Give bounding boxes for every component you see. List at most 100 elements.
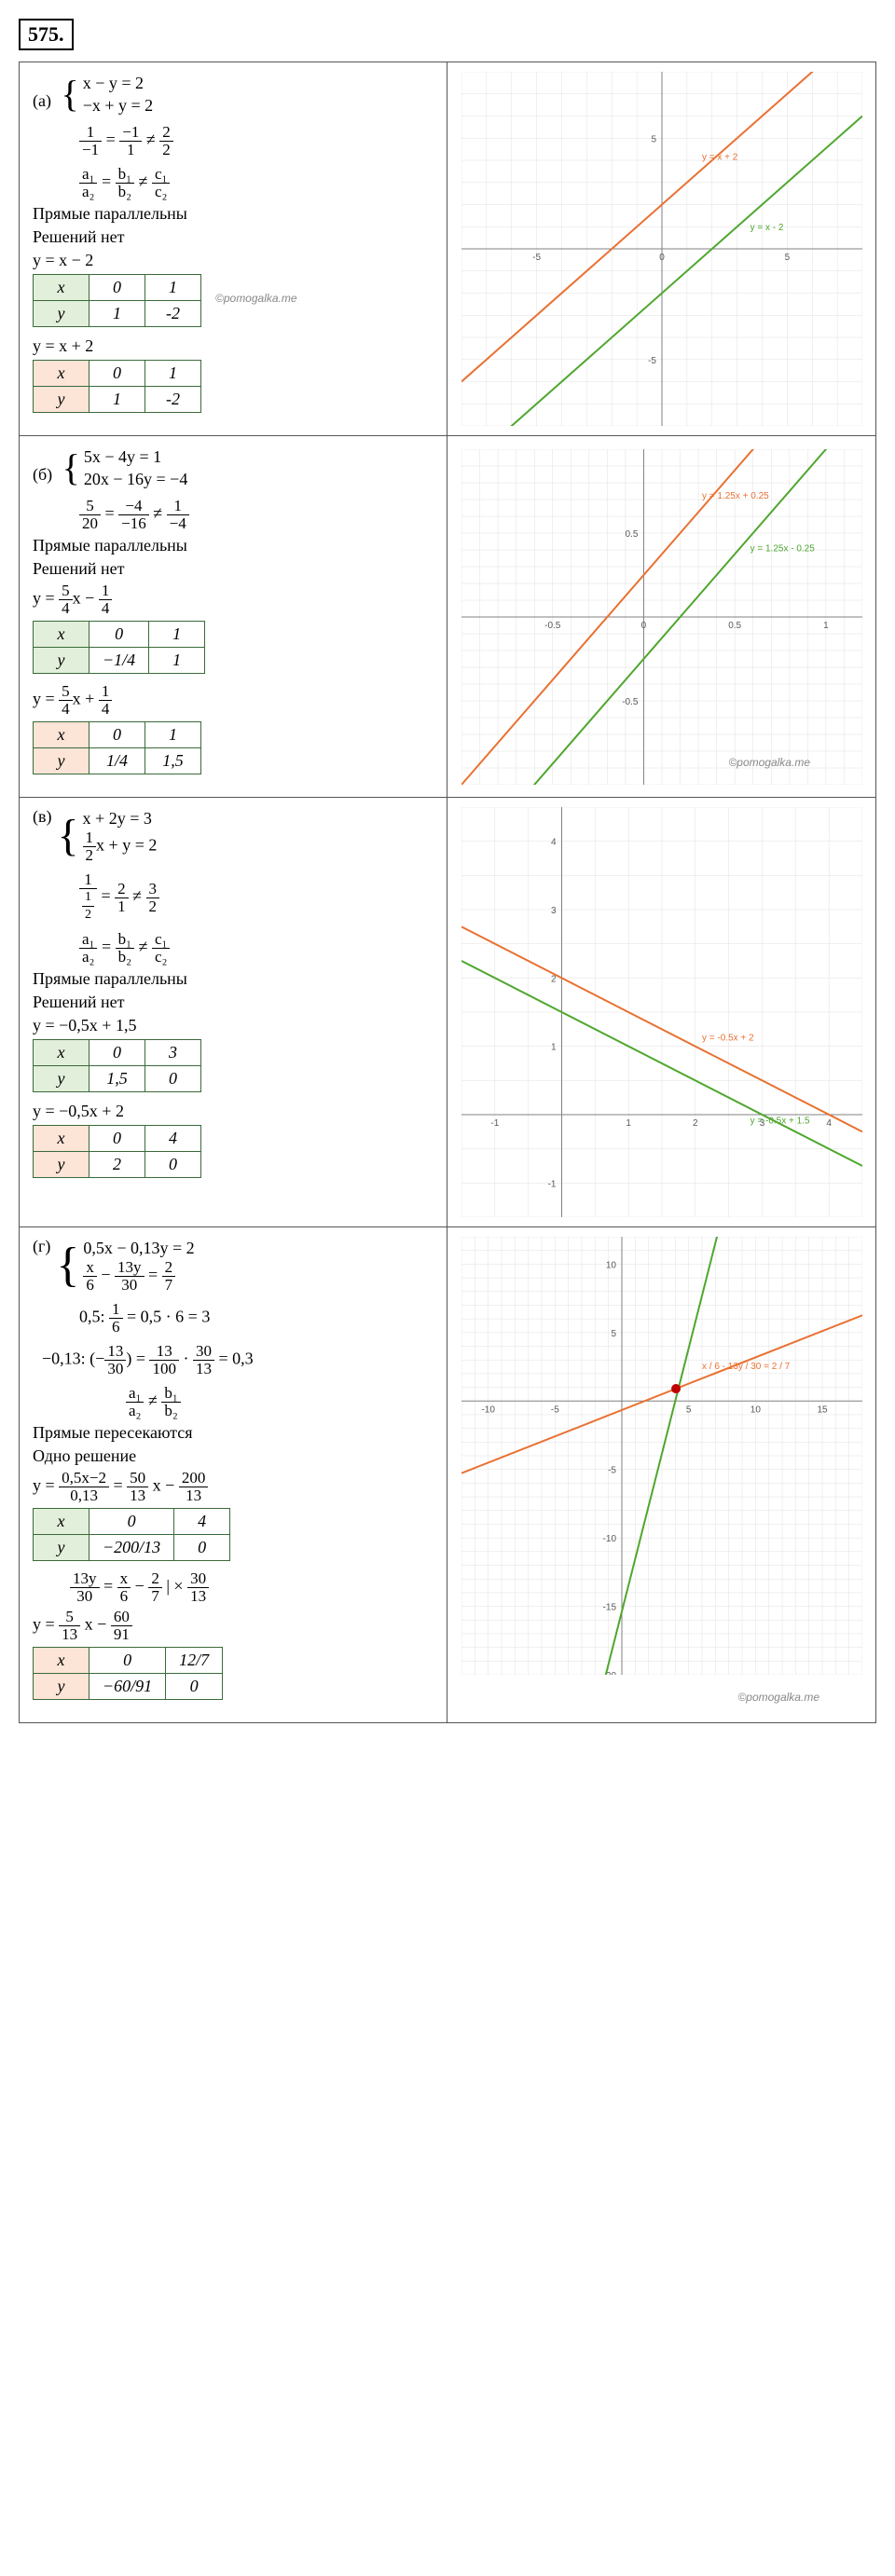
- svg-text:-5: -5: [532, 253, 541, 263]
- equation: y = −0,5x + 1,5: [33, 1016, 434, 1035]
- svg-text:5: 5: [784, 253, 790, 263]
- svg-text:3: 3: [550, 906, 556, 916]
- system-eq: x6 − 13y30 = 27: [83, 1259, 194, 1294]
- svg-text:5: 5: [685, 1404, 691, 1415]
- conclusion: Одно решение: [33, 1446, 434, 1466]
- part-b-left: (б) { 5x − 4y = 1 20x − 16y = −4 520 = −…: [20, 436, 448, 797]
- svg-text:-5: -5: [648, 356, 656, 366]
- svg-text:-10: -10: [481, 1404, 495, 1415]
- svg-text:-15: -15: [602, 1603, 616, 1613]
- general-ratio: a₁a₂ = b₁b₂ ≠ c₁c₂: [79, 931, 434, 966]
- part-a-chart: -5 0 5 -5 5 y = x + 2 y = x - 2: [448, 62, 875, 435]
- system-eq: 12x + y = 2: [83, 829, 158, 864]
- watermark: ©pomogalka.me: [215, 292, 297, 305]
- part-g-row: (г) { 0,5x − 0,13y = 2 x6 − 13y30 = 27 0…: [20, 1227, 875, 1722]
- svg-text:5: 5: [611, 1329, 616, 1339]
- svg-text:y = -0.5x + 2: y = -0.5x + 2: [702, 1033, 754, 1043]
- general-ratio: a₁a₂ = b₁b₂ ≠ c₁c₂: [79, 166, 434, 200]
- part-a-label: (а): [33, 91, 51, 111]
- svg-text:1: 1: [550, 1043, 556, 1053]
- calc-line: −0,13: (−1330) = 13100 · 3013 = 0,3: [42, 1343, 434, 1377]
- svg-text:-0.5: -0.5: [544, 621, 561, 631]
- transform: 13y30 = x6 − 27 | × 3013: [70, 1570, 434, 1605]
- part-a-row: (а) { x − y = 2 −x + y = 2 1−1 = −11 ≠ 2…: [20, 62, 875, 436]
- general-ratio: a₁a₂ ≠ b₁b₂: [126, 1385, 434, 1419]
- part-v-left: (в) { x + 2y = 3 12x + y = 2 112 = 21 ≠ …: [20, 798, 448, 1226]
- conclusion: Прямые пересекаются: [33, 1423, 434, 1443]
- svg-text:0.5: 0.5: [625, 529, 638, 540]
- conclusion: Прямые параллельны: [33, 969, 434, 989]
- svg-text:-10: -10: [602, 1534, 616, 1544]
- data-table-green: x04 y−200/130: [33, 1508, 230, 1561]
- equation: y = x + 2: [33, 336, 434, 356]
- system-eq: −x + y = 2: [83, 94, 153, 116]
- data-table-orange: x04 y20: [33, 1125, 201, 1178]
- data-table-orange: x01 y1/41,5: [33, 721, 201, 774]
- part-a-left: (а) { x − y = 2 −x + y = 2 1−1 = −11 ≠ 2…: [20, 62, 448, 435]
- part-b-row: (б) { 5x − 4y = 1 20x − 16y = −4 520 = −…: [20, 436, 875, 798]
- svg-text:y = x + 2: y = x + 2: [702, 153, 738, 163]
- equation: y = 0,5x−20,13 = 5013 x − 20013: [33, 1470, 434, 1504]
- equation: y = 54x + 14: [33, 683, 434, 718]
- system-eq: 20x − 16y = −4: [84, 468, 187, 490]
- part-g-label: (г): [33, 1237, 50, 1256]
- svg-text:2: 2: [693, 1118, 698, 1129]
- svg-text:1: 1: [823, 621, 829, 631]
- ratio-line: 112 = 21 ≠ 32: [79, 871, 434, 924]
- svg-text:-0.5: -0.5: [622, 697, 639, 707]
- part-b-label: (б): [33, 465, 52, 485]
- part-v-row: (в) { x + 2y = 3 12x + y = 2 112 = 21 ≠ …: [20, 798, 875, 1227]
- watermark: ©pomogalka.me: [728, 756, 810, 769]
- problem-number: 575.: [19, 19, 74, 50]
- svg-text:4: 4: [550, 838, 556, 848]
- svg-text:0: 0: [659, 253, 665, 263]
- data-table-orange: x01 y1-2: [33, 360, 201, 413]
- ratio-line: 520 = −4−16 ≠ 1−4: [79, 498, 434, 532]
- svg-text:0: 0: [640, 621, 646, 631]
- svg-text:y = 1.25x - 0.25: y = 1.25x - 0.25: [750, 543, 815, 554]
- equation: y = 54x − 14: [33, 582, 434, 617]
- part-v-chart: -11234-11234y = -0.5x + 2y = -0.5x + 1.5: [448, 798, 875, 1226]
- svg-text:15: 15: [817, 1404, 828, 1415]
- data-table-green: x01 y1-2: [33, 274, 201, 327]
- data-table-orange: x012/7 y−60/910: [33, 1647, 223, 1700]
- svg-text:-5: -5: [608, 1466, 616, 1476]
- system-eq: x + 2y = 3: [83, 807, 158, 829]
- svg-text:-1: -1: [490, 1118, 499, 1129]
- ratio-line: 1−1 = −11 ≠ 22: [79, 124, 434, 158]
- conclusion: Прямые параллельны: [33, 204, 434, 224]
- svg-text:y = x - 2: y = x - 2: [750, 223, 783, 233]
- system-eq: x − y = 2: [83, 72, 153, 94]
- part-g-chart: -10 -5 5 10 15 -20 -15 -10 -5 5 10 x / 6 - 13y / 30…: [448, 1227, 875, 1722]
- equation: y = x − 2: [33, 251, 434, 270]
- svg-text:y = -0.5x + 1.5: y = -0.5x + 1.5: [750, 1116, 809, 1126]
- svg-text:x / 6 - 13y / 30 = 2 / 7: x / 6 - 13y / 30 = 2 / 7: [702, 1362, 791, 1372]
- system-eq: 0,5x − 0,13y = 2: [83, 1237, 194, 1259]
- conclusion: Прямые параллельны: [33, 536, 434, 555]
- svg-text:1: 1: [626, 1118, 631, 1129]
- brace-icon: {: [62, 451, 80, 485]
- data-table-green: x01 y−1/41: [33, 621, 205, 674]
- conclusion: Решений нет: [33, 993, 434, 1012]
- conclusion: Решений нет: [33, 227, 434, 247]
- part-g-left: (г) { 0,5x − 0,13y = 2 x6 − 13y30 = 27 0…: [20, 1227, 448, 1722]
- svg-text:10: 10: [750, 1404, 761, 1415]
- conclusion: Решений нет: [33, 559, 434, 579]
- brace-icon: {: [58, 819, 79, 853]
- svg-text:-20: -20: [602, 1671, 616, 1675]
- brace-icon: {: [61, 77, 78, 111]
- calc-line: 0,5: 16 = 0,5 · 6 = 3: [79, 1301, 434, 1336]
- brace-icon: {: [56, 1249, 79, 1282]
- svg-text:y = 1.25x + 0.25: y = 1.25x + 0.25: [702, 491, 769, 501]
- watermark: ©pomogalka.me: [737, 1691, 819, 1704]
- part-v-label: (в): [33, 807, 52, 827]
- system-eq: 5x − 4y = 1: [84, 445, 187, 468]
- svg-text:4: 4: [826, 1118, 832, 1129]
- data-table-green: x03 y1,50: [33, 1039, 201, 1092]
- svg-text:10: 10: [605, 1260, 616, 1270]
- svg-text:5: 5: [651, 134, 656, 144]
- svg-text:-5: -5: [550, 1404, 558, 1415]
- svg-text:0.5: 0.5: [728, 621, 741, 631]
- part-b-chart: -0.5 0 0.5 1 -0.5 0.5 y = 1.25x + 0.25 y = 1.25…: [448, 436, 875, 797]
- equation: y = 513 x − 6091: [33, 1609, 434, 1643]
